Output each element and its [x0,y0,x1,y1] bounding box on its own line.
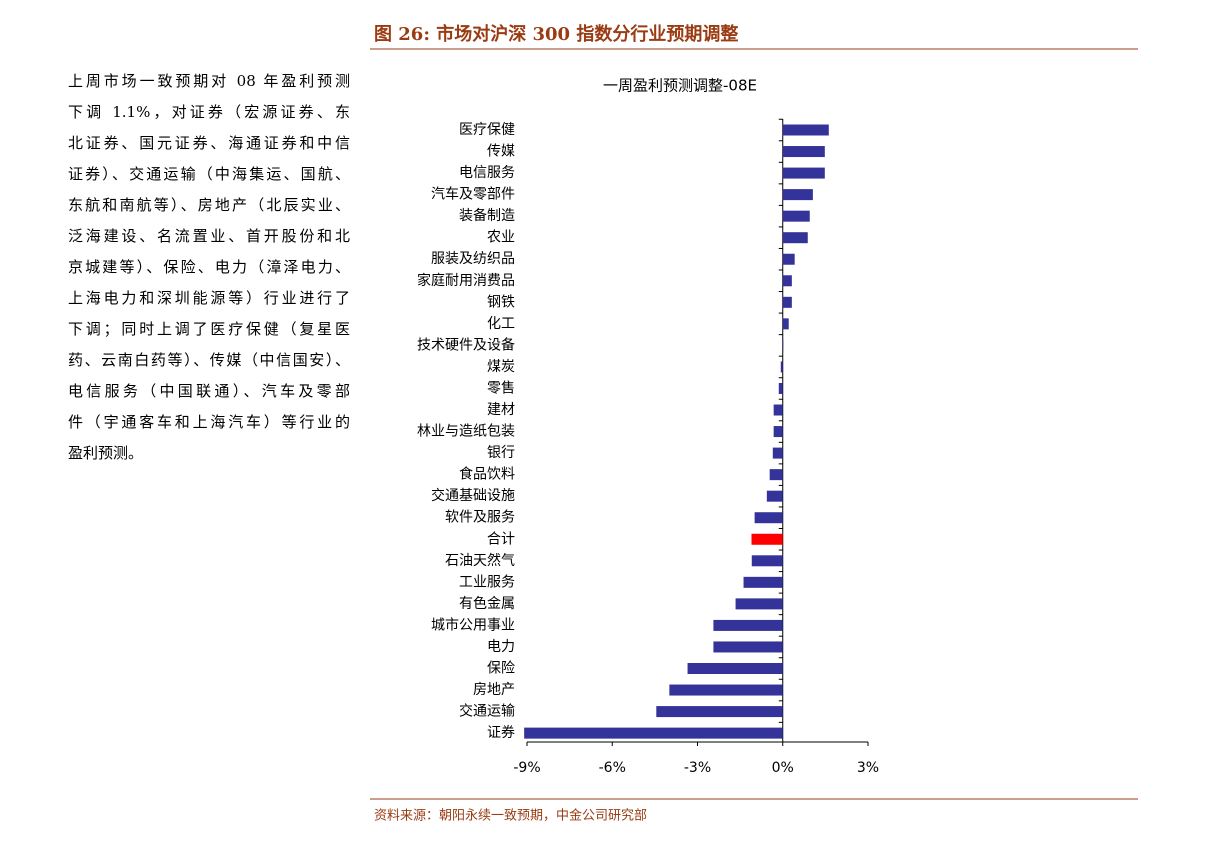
y-tick-label: 交通运输 [459,703,515,720]
bar [735,598,783,610]
y-tick-label: 保险 [487,661,515,677]
y-tick-label: 电力 [487,639,515,655]
y-tick-label: 合计 [487,531,515,547]
y-tick-label: 煤炭 [487,359,515,375]
y-tick-label: 建材 [487,402,515,418]
y-tick-label: 石油天然气 [445,552,515,569]
bar [782,275,792,287]
paragraph: 上周市场一致预期对 08 年盈利预测 下调 1.1%，对证券（宏源证券、东 北证券、… [68,66,350,469]
bar [782,232,808,244]
paragraph-line: 下调；同时上调了医疗保健（复星医 [68,320,350,338]
paragraph-line: 东航和南航等）、房地产（北辰实业、 [68,196,350,214]
bar [782,210,810,222]
y-tick-label: 零售 [487,380,515,396]
y-tick-label: 服装及纺织品 [431,251,515,267]
bar [751,555,783,567]
bar [782,318,789,330]
chart-title: 一周盈利预测调整-08E [603,77,757,95]
x-tick-label: -9% [513,760,540,776]
bar [773,426,783,438]
source: 资料来源：朝阳永续一致预期，中金公司研究部 [374,808,647,824]
bar [782,253,795,265]
y-tick-label: 食品饮料 [459,466,515,483]
paragraph-line: 药、云南白药等）、传媒（中信国安）、 [68,351,350,369]
figure-title: 图 26: 市场对沪深 300 指数分行业预期调整 [374,23,738,45]
bar [751,533,783,545]
paragraph-line: 京城建等）、保险、电力（漳泽电力、 [68,258,350,276]
bar [778,382,783,394]
bar [773,404,783,416]
bar [687,663,783,674]
bar [656,706,783,718]
bar [766,490,783,502]
bar [669,684,783,696]
y-tick-label: 农业 [487,230,515,246]
y-tick-label: 林业与造纸包装 [417,424,515,440]
x-tick-label: 3% [857,760,879,776]
paragraph-line: 上海电力和深圳能源等）行业进行了 [68,289,350,307]
x-tick-label: -6% [599,760,626,776]
y-tick-label: 软件及服务 [445,510,515,526]
bar [713,641,783,653]
paragraph-line: 件（宇通客车和上海汽车）等行业的 [68,413,350,431]
bar [769,469,783,481]
paragraph-line: 盈利预测。 [68,444,144,462]
paragraph-line: 证券）、交通运输（中海集运、国航、 [68,165,350,183]
bar [782,339,784,351]
y-tick-label: 房地产 [473,682,515,698]
y-tick-label: 汽车及零部件 [431,186,515,203]
bar [772,447,783,459]
y-tick-label: 有色金属 [459,595,515,612]
paragraph-line: 上周市场一致预期对 08 年盈利预测 [68,72,350,90]
bar [782,146,825,158]
y-tick-label: 医疗保健 [459,122,515,138]
bar [782,296,792,308]
bar [782,124,829,136]
y-tick-label: 证券 [487,725,515,741]
paragraph-line: 泛海建设、名流置业、首开股份和北 [68,227,350,245]
x-tick-label: 0% [772,760,794,776]
x-tick-label: -3% [684,760,711,776]
bar [713,619,783,631]
bar [782,189,813,201]
bar [754,512,783,524]
y-tick-label: 城市公用事业 [431,616,515,633]
paragraph-line: 电信服务（中国联通）、汽车及零部 [68,382,350,400]
bar [743,576,783,588]
y-tick-label: 银行 [487,445,515,461]
y-tick-label: 工业服务 [459,574,515,590]
bar [524,727,783,739]
y-tick-label: 钢铁 [487,294,515,310]
bar [782,167,825,179]
y-tick-label: 技术硬件及设备 [417,336,515,353]
paragraph-line: 北证券、国元证券、海通证券和中信 [68,134,350,152]
paragraph-line: 下调 1.1%，对证券（宏源证券、东 [68,103,350,121]
y-tick-label: 电信服务 [459,165,515,181]
y-tick-label: 家庭耐用消费品 [417,272,515,289]
y-tick-label: 装备制造 [459,207,515,224]
bar [780,361,783,373]
y-tick-label: 交通基础设施 [431,487,515,504]
y-tick-label: 传媒 [487,144,515,160]
y-tick-label: 化工 [487,316,515,332]
